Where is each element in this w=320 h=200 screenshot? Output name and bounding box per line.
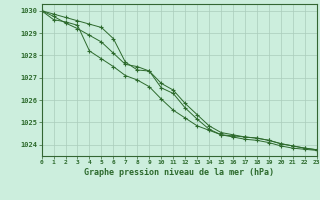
X-axis label: Graphe pression niveau de la mer (hPa): Graphe pression niveau de la mer (hPa) [84,168,274,177]
